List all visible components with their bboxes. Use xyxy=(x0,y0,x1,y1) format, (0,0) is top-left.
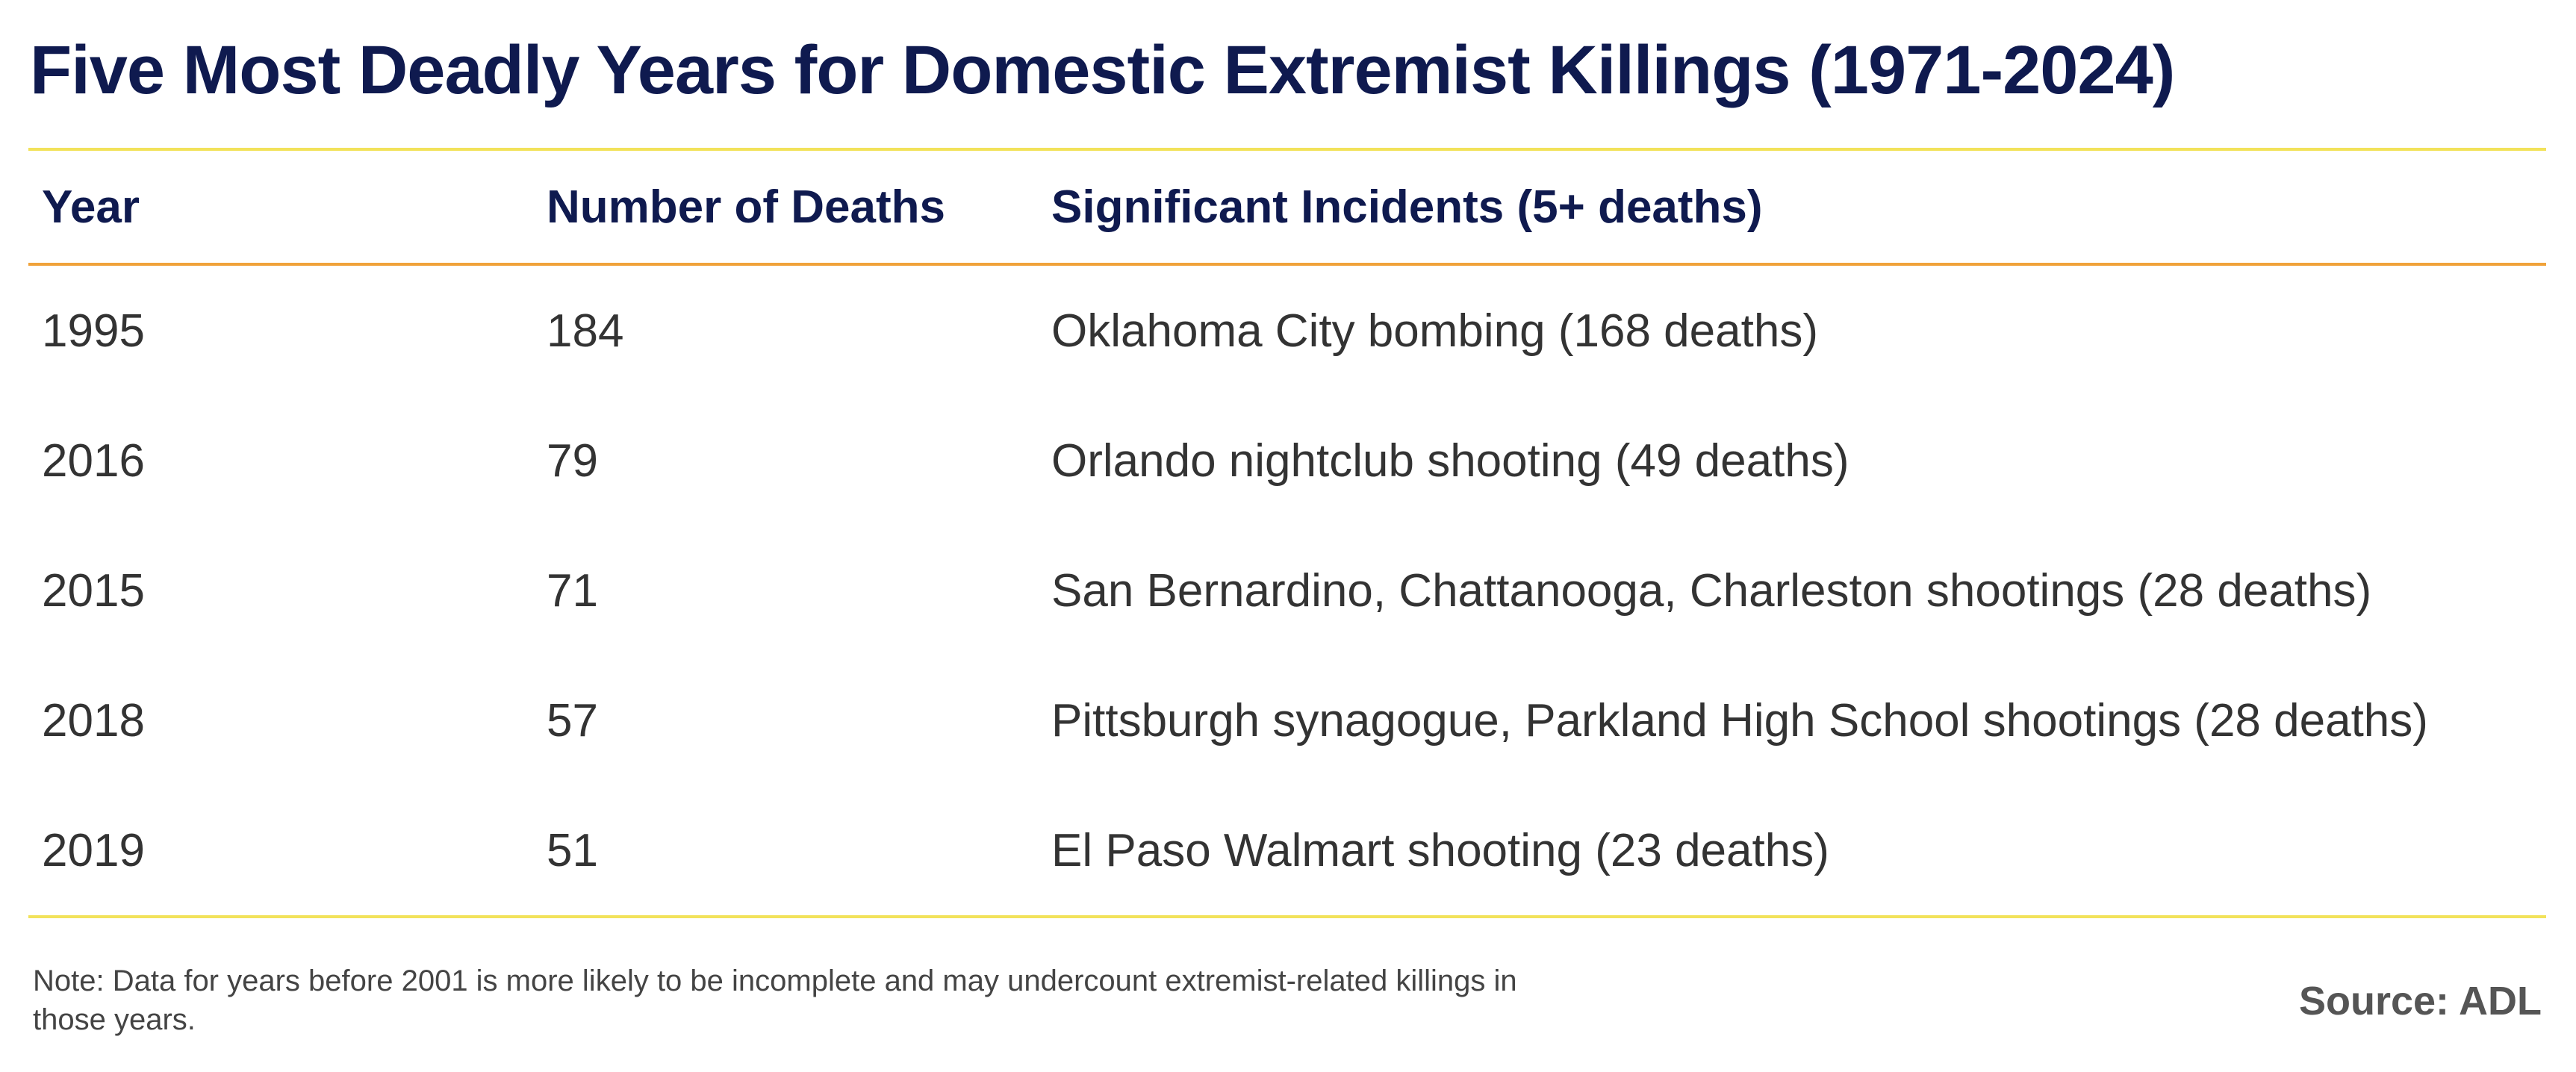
cell-deaths: 71 xyxy=(547,564,598,617)
table-header-rule xyxy=(28,263,2546,266)
cell-incidents: Orlando nightclub shooting (49 deaths) xyxy=(1051,434,1849,487)
table-top-rule xyxy=(28,148,2546,151)
column-header-deaths: Number of Deaths xyxy=(547,181,945,233)
cell-incidents: El Paso Walmart shooting (23 deaths) xyxy=(1051,824,1829,876)
footnote: Note: Data for years before 2001 is more… xyxy=(33,965,1517,1036)
cell-deaths: 57 xyxy=(547,694,598,747)
table-row: 2015 71 San Bernardino, Chattanooga, Cha… xyxy=(28,526,2546,655)
data-table: Year Number of Deaths Significant Incide… xyxy=(28,148,2546,918)
source-credit: Source: ADL xyxy=(2298,979,2542,1023)
table-row: 2018 57 Pittsburgh synagogue, Parkland H… xyxy=(28,655,2546,785)
cell-year: 2019 xyxy=(42,824,145,876)
cell-year: 1995 xyxy=(42,305,145,357)
table-body: 1995 184 Oklahoma City bombing (168 deat… xyxy=(28,266,2546,915)
table-row: 2016 79 Orlando nightclub shooting (49 d… xyxy=(28,396,2546,526)
cell-year: 2018 xyxy=(42,694,145,747)
cell-deaths: 184 xyxy=(547,305,624,357)
chart-title: Five Most Deadly Years for Domestic Extr… xyxy=(30,32,2175,108)
table-row: 1995 184 Oklahoma City bombing (168 deat… xyxy=(28,266,2546,396)
column-header-year: Year xyxy=(42,181,140,233)
cell-incidents: San Bernardino, Chattanooga, Charleston … xyxy=(1051,564,2372,617)
table-row: 2019 51 El Paso Walmart shooting (23 dea… xyxy=(28,785,2546,915)
table-bottom-rule xyxy=(28,915,2546,918)
cell-incidents: Pittsburgh synagogue, Parkland High Scho… xyxy=(1051,694,2428,747)
cell-incidents: Oklahoma City bombing (168 deaths) xyxy=(1051,305,1818,357)
cell-year: 2015 xyxy=(42,564,145,617)
cell-deaths: 79 xyxy=(547,434,598,487)
cell-deaths: 51 xyxy=(547,824,598,876)
cell-year: 2016 xyxy=(42,434,145,487)
column-header-incidents: Significant Incidents (5+ deaths) xyxy=(1051,181,1763,233)
table-header-row: Year Number of Deaths Significant Incide… xyxy=(28,151,2546,263)
